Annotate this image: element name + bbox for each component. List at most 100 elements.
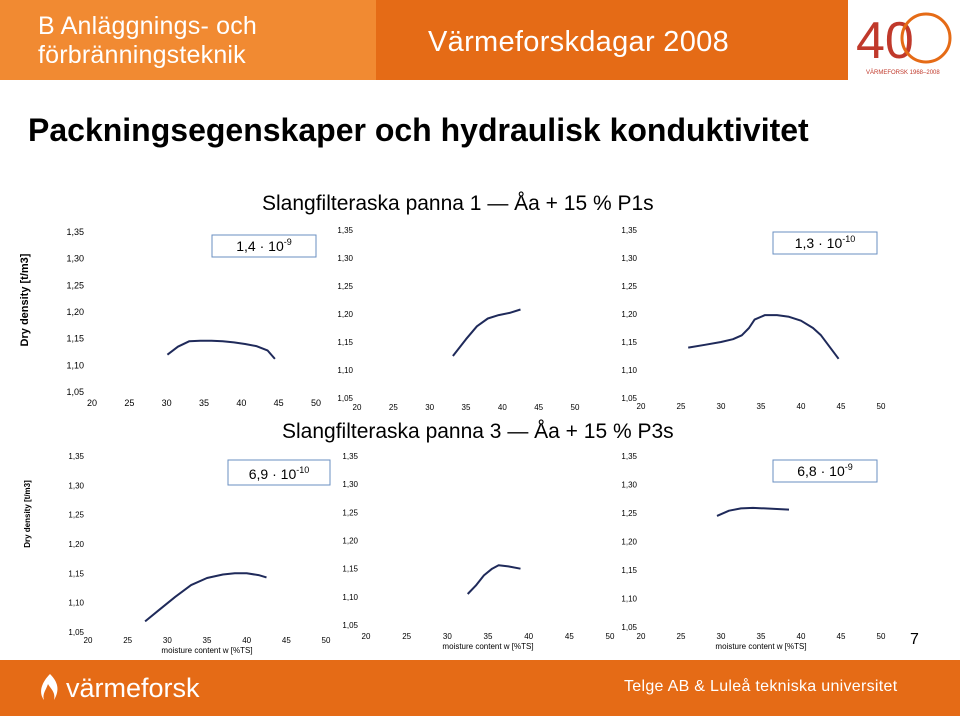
chart6-x-tick: 45 [837, 632, 846, 641]
chart1-x-tick: 45 [274, 398, 284, 408]
chart2-x-tick: 45 [534, 403, 543, 412]
chart2-y-tick: 1,10 [337, 366, 353, 375]
chart5-x-tick: 50 [606, 632, 615, 641]
chart5-y-tick: 1,15 [342, 565, 358, 574]
chart6-series-line [716, 506, 790, 517]
chart2-x-tick: 50 [571, 403, 580, 412]
chart1-x-tick: 30 [162, 398, 172, 408]
chart6-x-tick: 40 [797, 632, 806, 641]
flame-icon [38, 672, 62, 709]
chart3-x-tick: 45 [837, 402, 846, 411]
chart1-series-line [166, 339, 276, 360]
header-left-band [0, 0, 376, 80]
chart3-y-tick: 1,20 [621, 310, 637, 319]
page-title: Packningsegenskaper och hydraulisk kondu… [28, 112, 809, 148]
chart4-y-tick: 1,25 [68, 511, 84, 520]
chart5-y-tick: 1,25 [342, 508, 358, 517]
chart1-annotation-exponent: -9 [284, 237, 292, 247]
chart1-y-tick: 1,10 [66, 360, 84, 370]
chart1-x-tick: 35 [199, 398, 209, 408]
header-department-line1: B Anläggnings- och [38, 12, 258, 40]
chart3-x-tick: 20 [637, 402, 646, 411]
chart1-y-tick: 1,05 [66, 387, 84, 397]
chart2-y-tick: 1,35 [337, 226, 353, 235]
chart6-x-tick: 20 [637, 632, 646, 641]
chart1-x-tick: 50 [311, 398, 321, 408]
chart6-y-tick: 1,05 [621, 623, 637, 632]
chart2-x-tick: 40 [498, 403, 507, 412]
chart5-y-tick: 1,05 [342, 621, 358, 630]
chart5-x-tick: 30 [443, 632, 452, 641]
chart3-annotation-box [772, 231, 878, 255]
chart4-y-tick: 1,05 [68, 628, 84, 637]
chart5-x-tick: 35 [484, 632, 493, 641]
chart4-x-tick: 35 [203, 636, 212, 645]
chart1-x-tick: 20 [87, 398, 97, 408]
group-title-panna3: Slangfilteraska panna 3 — Åa + 15 % P3s [282, 420, 674, 443]
chart4-x-label: moisture content w [%TS] [161, 646, 252, 655]
chart1-x-tick: 40 [236, 398, 246, 408]
chart5-series-line [466, 564, 521, 595]
chart4-x-tick: 45 [282, 636, 291, 645]
chart4-y-tick: 1,30 [68, 481, 84, 490]
header-department: B Anläggnings- och förbränningsteknik [38, 12, 257, 70]
chart3-y-tick: 1,10 [621, 366, 637, 375]
chart6-x-tick: 25 [677, 632, 686, 641]
page-number: 7 [910, 631, 919, 648]
chart4-annotation: 6,9 · 10-10 [249, 465, 310, 482]
chart4-annotation-base: 6,9 · 10 [249, 466, 297, 482]
footer-brand: värmeforsk [66, 673, 200, 703]
chart6-y-tick: 1,20 [621, 538, 637, 547]
chart3-y-tick: 1,35 [621, 226, 637, 235]
chart2-y-tick: 1,20 [337, 310, 353, 319]
chart3-y-tick: 1,15 [621, 338, 637, 347]
chart1-y-tick: 1,25 [66, 280, 84, 290]
chart6-y-tick: 1,25 [621, 509, 637, 518]
chart4-y-tick: 1,15 [68, 569, 84, 578]
chart1-annotation: 1,4 · 10-9 [236, 237, 292, 254]
chart3-x-tick: 40 [797, 402, 806, 411]
chart2-y-tick: 1,05 [337, 394, 353, 403]
chart6-x-tick: 50 [877, 632, 886, 641]
chart2-y-tick: 1,15 [337, 338, 353, 347]
chart1-y-label: Dry density [t/m3] [19, 253, 31, 346]
chart6-annotation-exponent: -9 [845, 462, 853, 472]
chart3-y-tick: 1,25 [621, 282, 637, 291]
chart4-annotation-box [227, 459, 331, 486]
chart5-x-tick: 20 [362, 632, 371, 641]
footer-band [0, 660, 960, 716]
chart4-annotation-exponent: -10 [296, 465, 309, 475]
chart4-y-label: Dry density [t/m3] [23, 480, 32, 548]
chart5-x-tick: 45 [565, 632, 574, 641]
chart6-y-tick: 1,35 [621, 452, 637, 461]
chart2-series-line [452, 308, 521, 357]
chart6-annotation-base: 6,8 · 10 [797, 463, 845, 479]
chart5-y-tick: 1,30 [342, 480, 358, 489]
header-center-band [376, 0, 848, 80]
chart1-annotation-base: 1,4 · 10 [236, 238, 284, 254]
chart4-x-tick: 30 [163, 636, 172, 645]
chart3-x-tick: 50 [877, 402, 886, 411]
chart2-x-tick: 20 [353, 403, 362, 412]
chart3-annotation-base: 1,3 · 10 [795, 235, 843, 251]
chart3-y-tick: 1,05 [621, 394, 637, 403]
chart1-x-tick: 25 [124, 398, 134, 408]
chart3-x-tick: 35 [757, 402, 766, 411]
chart6-x-label: moisture content w [%TS] [715, 642, 806, 651]
chart4-x-tick: 40 [242, 636, 251, 645]
chart6-y-tick: 1,15 [621, 566, 637, 575]
chart3-annotation-exponent: -10 [842, 234, 855, 244]
chart5-y-tick: 1,35 [342, 452, 358, 461]
chart6-x-tick: 30 [717, 632, 726, 641]
logo-ring [900, 12, 952, 64]
chart2-y-tick: 1,30 [337, 254, 353, 263]
chart5-x-label: moisture content w [%TS] [442, 642, 533, 651]
chart1-y-tick: 1,15 [66, 334, 84, 344]
chart6-y-tick: 1,30 [621, 481, 637, 490]
chart5-x-tick: 25 [402, 632, 411, 641]
chart6-y-tick: 1,10 [621, 595, 637, 604]
chart4-x-tick: 25 [123, 636, 132, 645]
anniversary-logo: 40 VÄRMEFORSK 1968–2008 [856, 12, 952, 76]
chart4-y-tick: 1,10 [68, 599, 84, 608]
chart6-annotation-box [772, 459, 878, 483]
